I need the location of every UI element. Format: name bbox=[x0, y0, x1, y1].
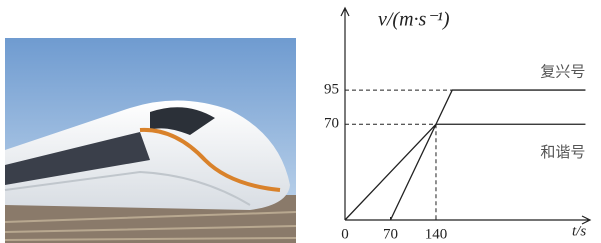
page: {"chart_data": {"type": "line", "ylabel"… bbox=[0, 0, 601, 243]
y-axis bbox=[341, 8, 349, 220]
train-photo bbox=[5, 38, 296, 243]
series-line bbox=[345, 124, 585, 220]
series-name: 和谐号 bbox=[540, 143, 585, 161]
x-axis bbox=[345, 216, 590, 224]
y-tick-label: 95 bbox=[324, 82, 339, 98]
x-axis-label: t/s bbox=[572, 223, 586, 239]
series-name: 复兴号 bbox=[540, 63, 585, 81]
x-tick-label: 0 bbox=[341, 226, 349, 242]
y-tick-label: 70 bbox=[324, 116, 339, 132]
x-tick-label: 140 bbox=[425, 226, 448, 242]
y-axis-label: v/(m·s⁻¹) bbox=[378, 9, 450, 31]
x-tick-label: 70 bbox=[383, 226, 398, 242]
figure: v/(m·s⁻¹) t/s 0 70 140 70 95 复兴号和谐号 bbox=[0, 0, 601, 243]
